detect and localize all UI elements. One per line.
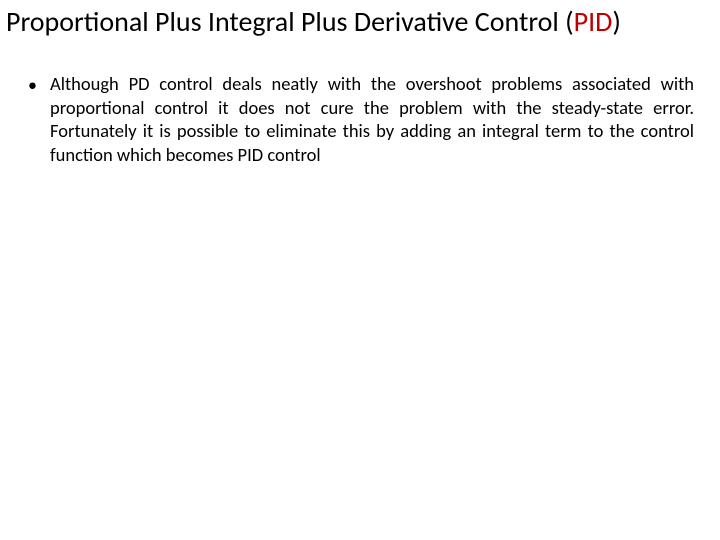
bullet-text: Although PD control deals neatly with th… (50, 72, 700, 167)
title-accent: PID (574, 4, 613, 39)
bullet-marker: • (28, 72, 50, 97)
bullet-item: • Although PD control deals neatly with … (28, 72, 700, 167)
title-suffix: ) (612, 4, 621, 39)
slide-title: Proportional Plus Integral Plus Derivati… (6, 6, 720, 38)
title-prefix: Proportional Plus Integral Plus Derivati… (6, 4, 574, 39)
slide-body: • Although PD control deals neatly with … (28, 72, 700, 167)
slide: Proportional Plus Integral Plus Derivati… (0, 0, 720, 540)
